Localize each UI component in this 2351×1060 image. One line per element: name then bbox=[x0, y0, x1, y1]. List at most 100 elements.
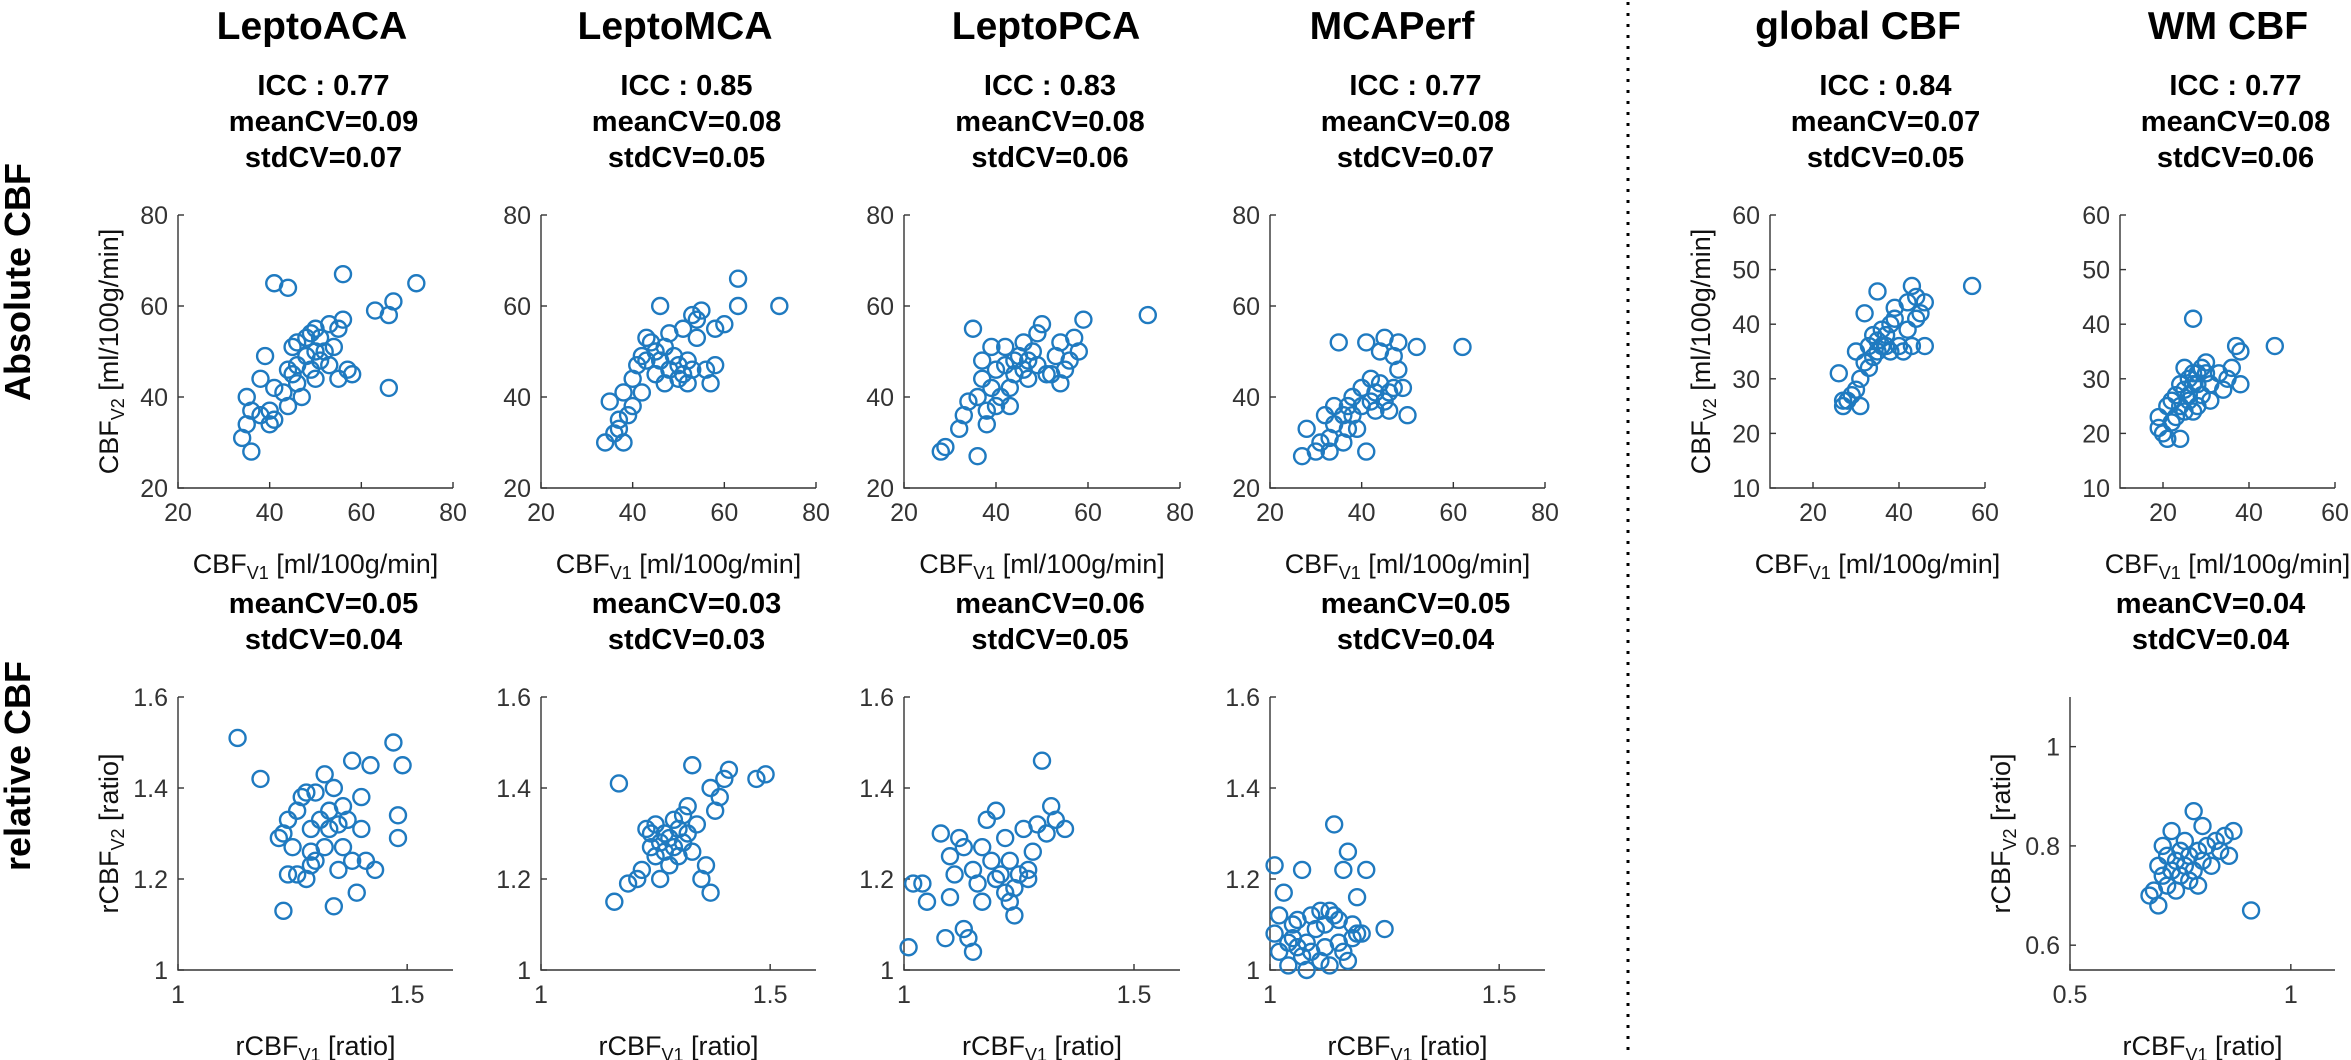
y-tick-label: 60 bbox=[1732, 202, 1760, 230]
data-point bbox=[715, 315, 734, 334]
data-point bbox=[1055, 819, 1075, 839]
data-point bbox=[2188, 841, 2208, 861]
y-tick-label: 60 bbox=[1232, 293, 1260, 321]
data-point bbox=[678, 351, 697, 370]
data-point bbox=[306, 851, 325, 870]
panel-abs-global: ICC : 0.84 meanCV=0.07 stdCV=0.05 20 40 60 10 2… bbox=[1686, 70, 2000, 583]
x-axis-label: rCBFV1 [ratio] bbox=[235, 1031, 395, 1060]
data-point bbox=[728, 269, 748, 288]
data-point bbox=[1347, 419, 1367, 439]
data-point bbox=[664, 810, 684, 830]
y-tick-label: 1 bbox=[2046, 734, 2060, 762]
y-tick-label: 1.6 bbox=[1225, 684, 1260, 712]
data-point bbox=[701, 374, 720, 393]
data-point bbox=[756, 765, 775, 784]
data-point bbox=[1069, 342, 1089, 361]
stat-line: meanCV=0.08 bbox=[2141, 106, 2330, 138]
data-point bbox=[1361, 392, 1381, 411]
data-point bbox=[1023, 842, 1043, 861]
y-tick-label: 20 bbox=[866, 475, 894, 503]
x-axis-label: rCBFV1 [ratio] bbox=[2122, 1031, 2282, 1060]
data-point bbox=[1324, 815, 1344, 834]
data-point bbox=[1138, 305, 1158, 325]
x-tick-label: 0.5 bbox=[2053, 981, 2088, 1009]
data-point bbox=[292, 387, 311, 407]
stat-line: meanCV=0.05 bbox=[1321, 588, 1510, 620]
data-point bbox=[683, 360, 702, 379]
column-title-global-cbf: global CBF bbox=[1755, 5, 1961, 48]
data-point bbox=[986, 360, 1006, 379]
x-tick-label: 1 bbox=[897, 981, 911, 1009]
x-tick-label: 1 bbox=[171, 981, 185, 1009]
data-point bbox=[1046, 810, 1066, 830]
data-point bbox=[301, 324, 321, 343]
data-point bbox=[310, 810, 330, 830]
data-point bbox=[324, 337, 344, 357]
data-point bbox=[2162, 821, 2181, 841]
data-point bbox=[977, 810, 996, 830]
stat-line: meanCV=0.04 bbox=[2116, 588, 2305, 620]
data-point bbox=[973, 892, 992, 911]
x-tick-label: 20 bbox=[1799, 499, 1827, 527]
data-point bbox=[687, 328, 707, 348]
data-point bbox=[1028, 815, 1047, 834]
data-point bbox=[2153, 866, 2172, 885]
data-point bbox=[315, 765, 334, 784]
data-point bbox=[1902, 336, 1922, 356]
data-point bbox=[650, 869, 670, 889]
data-point bbox=[968, 874, 987, 893]
data-point bbox=[1297, 933, 1316, 952]
data-point bbox=[917, 892, 937, 911]
y-tick-label: 40 bbox=[140, 384, 168, 412]
stat-line: stdCV=0.06 bbox=[971, 142, 1128, 174]
stat-line: meanCV=0.05 bbox=[229, 588, 418, 620]
data-point bbox=[1037, 824, 1056, 843]
x-axis-label: CBFV1 [ml/100g/min] bbox=[1755, 549, 2001, 583]
data-point bbox=[2180, 871, 2199, 890]
data-point bbox=[986, 396, 1006, 416]
data-point bbox=[278, 278, 298, 297]
data-point bbox=[1265, 856, 1284, 875]
y-tick-label: 1 bbox=[880, 957, 894, 985]
data-point bbox=[1876, 325, 1896, 345]
panel-abs-leptoaca: ICC : 0.77 meanCV=0.09 stdCV=0.07 20 40 60 80 2… bbox=[94, 70, 467, 583]
data-point bbox=[306, 783, 325, 802]
data-point bbox=[991, 865, 1010, 884]
panel-rel-leptomca: meanCV=0.03 stdCV=0.03 1 1.5 1 1.2 1.4 1.6 rCBFV… bbox=[496, 588, 816, 1060]
panel-rel-leptoaca: meanCV=0.05 stdCV=0.04 1 1.5 1 1.2 1.4 1.6 rCBFV… bbox=[94, 588, 453, 1060]
column-title-mcaperf: MCAPerf bbox=[1310, 5, 1476, 48]
x-axis-label: rCBFV1 [ratio] bbox=[598, 1031, 758, 1060]
data-point bbox=[973, 837, 992, 857]
data-point bbox=[996, 883, 1015, 902]
data-point bbox=[2219, 846, 2239, 866]
y-tick-label: 1.6 bbox=[133, 684, 168, 712]
stat-line: stdCV=0.05 bbox=[608, 142, 765, 174]
data-point bbox=[1906, 309, 1926, 328]
x-tick-label: 1.5 bbox=[1117, 981, 1152, 1009]
data-point bbox=[1324, 906, 1344, 925]
data-point bbox=[347, 883, 366, 902]
data-point bbox=[2213, 380, 2233, 399]
data-point bbox=[260, 401, 279, 420]
data-point bbox=[407, 274, 426, 293]
data-point bbox=[1846, 380, 1866, 399]
data-point bbox=[632, 860, 652, 880]
data-point bbox=[315, 837, 334, 857]
data-point bbox=[678, 797, 697, 816]
data-point bbox=[2153, 836, 2172, 856]
data-point bbox=[228, 728, 247, 748]
data-point bbox=[1829, 364, 1849, 383]
data-point bbox=[687, 310, 707, 329]
data-point bbox=[1398, 406, 1417, 425]
data-point bbox=[352, 819, 371, 839]
y-axis-label: CBFV2 [ml/100g/min] bbox=[94, 229, 128, 475]
data-point bbox=[333, 264, 353, 284]
data-point bbox=[710, 787, 729, 807]
stat-line: stdCV=0.07 bbox=[1337, 142, 1494, 174]
data-point bbox=[963, 319, 983, 338]
data-point bbox=[2183, 309, 2203, 328]
x-tick-label: 1.5 bbox=[753, 981, 788, 1009]
data-point bbox=[324, 778, 344, 798]
data-point bbox=[1851, 396, 1870, 416]
data-point bbox=[287, 865, 307, 884]
